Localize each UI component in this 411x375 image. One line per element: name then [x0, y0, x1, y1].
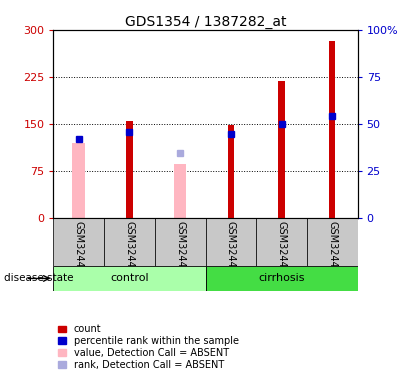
- Bar: [307, 217, 358, 266]
- Bar: [228, 125, 234, 217]
- Bar: [72, 142, 85, 218]
- Bar: [174, 164, 187, 218]
- Bar: [104, 217, 155, 266]
- Bar: [256, 217, 307, 266]
- Text: GSM32441: GSM32441: [125, 221, 134, 274]
- Bar: [279, 81, 284, 218]
- Bar: [127, 121, 132, 218]
- Text: GSM32444: GSM32444: [277, 221, 286, 274]
- Text: disease state: disease state: [4, 273, 74, 284]
- Bar: [206, 217, 256, 266]
- Text: control: control: [110, 273, 149, 284]
- Text: GSM32443: GSM32443: [226, 221, 236, 274]
- Title: GDS1354 / 1387282_at: GDS1354 / 1387282_at: [125, 15, 286, 29]
- Legend: count, percentile rank within the sample, value, Detection Call = ABSENT, rank, : count, percentile rank within the sample…: [58, 324, 239, 370]
- Bar: [206, 266, 358, 291]
- Text: GSM32440: GSM32440: [74, 221, 84, 274]
- Text: GSM32445: GSM32445: [327, 221, 337, 274]
- Bar: [329, 41, 335, 218]
- Text: GSM32442: GSM32442: [175, 221, 185, 274]
- Bar: [155, 217, 206, 266]
- Text: cirrhosis: cirrhosis: [258, 273, 305, 284]
- Bar: [53, 266, 206, 291]
- Bar: [53, 217, 104, 266]
